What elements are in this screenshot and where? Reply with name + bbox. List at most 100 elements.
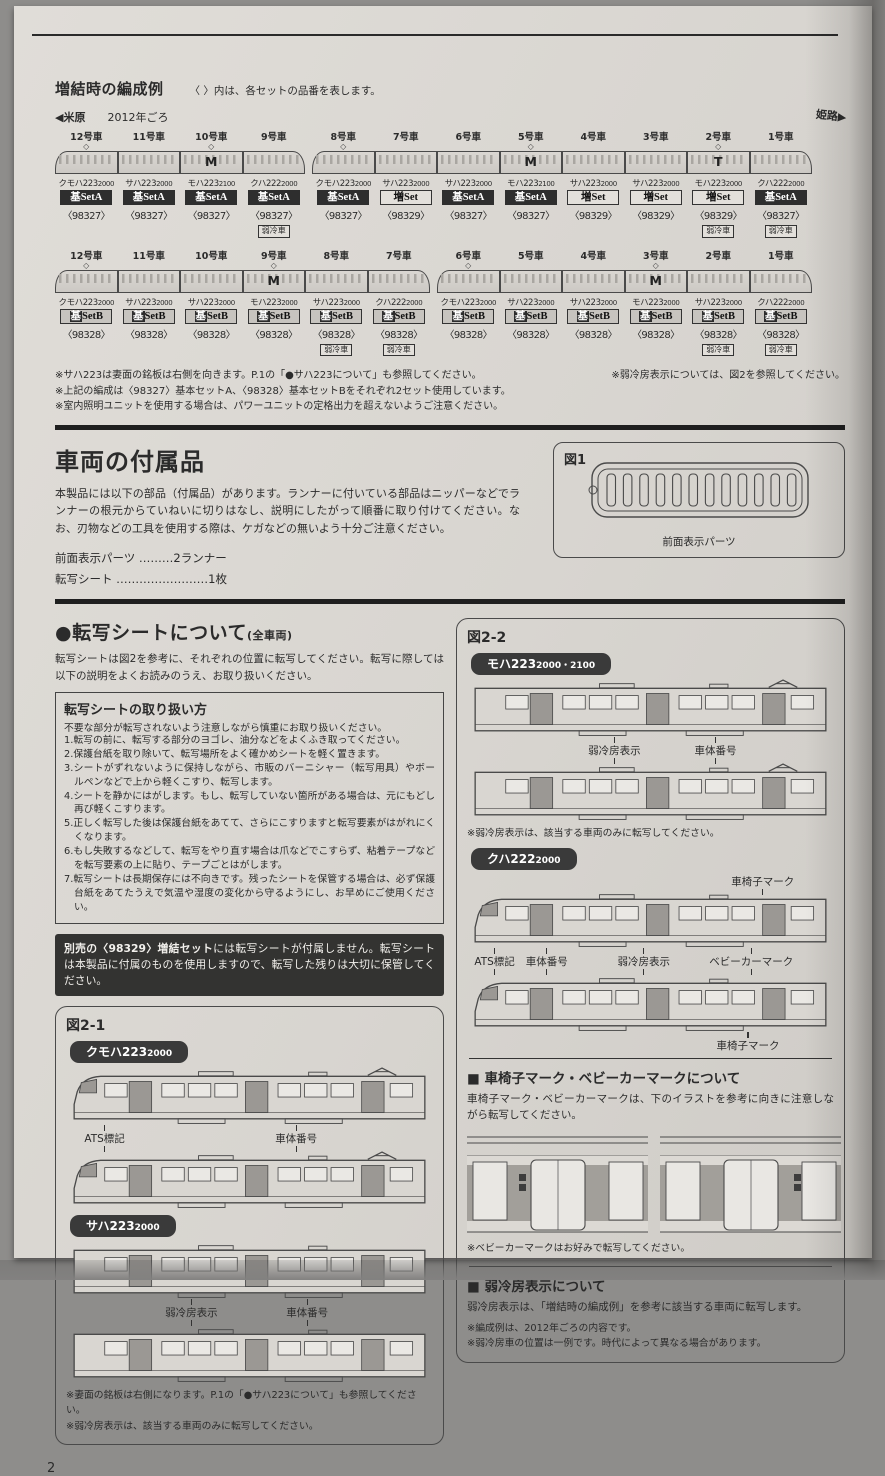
figure-note: ※妻面の銘板は右側になります。P.1の「●サハ223について」も参照してください… (66, 1390, 417, 1416)
car-side-illustration (66, 1151, 433, 1209)
wheelchair-section-body: 車椅子マーク・ベビーカーマークは、下のイラストを参考に向きに注意しながら転写して… (467, 1093, 834, 1122)
car-item-number: 〈98329〉 (694, 211, 743, 223)
car-type-badge: モハ2232000・2100 (471, 653, 612, 676)
weak-cool-badge: 弱冷車 (702, 225, 735, 238)
car-type-label: モハ2232000 (632, 297, 680, 308)
figure-note: ※弱冷房表示は、該当する車両のみに転写してください。 (66, 1420, 319, 1432)
car-body-drawing (55, 151, 118, 174)
sold-separately-notice: 別売の〈98329〉増結セットには転写シートが付属しません。転写シートは本製品に… (55, 933, 444, 997)
page-top-rule (32, 34, 838, 36)
car-set-badge: 基SetB (185, 308, 238, 324)
pantograph-icon: ◇ (465, 260, 472, 270)
motor-trailer-marker: M (267, 272, 280, 288)
car-item-number: 〈98327〉 (62, 211, 111, 223)
car-side-illustration (467, 679, 834, 737)
car-set-badge: 基SetA (754, 190, 807, 206)
car-number-label: 8号車 (330, 132, 357, 143)
formation-era-label: 2012年ごろ (107, 111, 169, 124)
car-item-number: 〈98328〉 (312, 329, 361, 341)
car-type-badge: クハ2222000 (471, 848, 577, 871)
weak-cool-badge: 弱冷車 (382, 343, 415, 357)
car-number-label: 10号車 (195, 250, 228, 262)
car-item-number: 〈98328〉 (374, 329, 423, 341)
formation-car: 7号車 クハ2222000 基SetB 〈98328〉 弱冷車 (367, 248, 430, 357)
wheelchair-section-heading: ■ 車椅子マーク・ベビーカーマークについて (467, 1071, 741, 1088)
car-number-label: 3号車 (642, 250, 669, 262)
car-item-number: 〈98328〉 (444, 329, 493, 341)
car-set-badge: 基SetA (504, 190, 557, 206)
car-set-badge: 基SetB (504, 308, 557, 324)
figure-2-2-box: 図2-2 モハ2232000・2100 弱冷房表示 車体番号 ※弱冷房表示は、該当… (456, 618, 845, 1363)
car-number-label: 6号車 (455, 132, 482, 143)
car-item-number: 〈98327〉 (124, 211, 173, 223)
formation-car: 11号車 サハ2232000 基SetB 〈98328〉 (117, 248, 180, 357)
car-type-label: クモハ2232000 (58, 179, 115, 189)
car-number-label: 9号車 (260, 132, 287, 143)
car-number-label: 5号車 (517, 250, 544, 262)
car-type-label: サハ2232000 (312, 297, 361, 308)
car-number-label: 12号車 (70, 132, 103, 143)
formation-car: 9号車 ◇ M モハ2232000 基SetB 〈98328〉 (242, 248, 305, 357)
car-body-drawing: M (242, 269, 305, 293)
figure-1-box: 図1 前面表示パーツ (553, 441, 845, 558)
figure-callout-row: 弱冷房表示 車体番号 (66, 1299, 433, 1327)
car-body-drawing (180, 269, 243, 293)
car-body-drawing (117, 269, 180, 293)
formation-car: 5号車 サハ2232000 基SetB 〈98328〉 (499, 248, 562, 357)
formation-car: 1号車 クハ2222000 基SetB 〈98328〉 弱冷車 (749, 248, 812, 357)
car-type-label: モハ2232100 (187, 179, 236, 189)
parts-runner-illustration (586, 455, 814, 533)
car-set-badge: 増Set (567, 190, 620, 206)
inner-divider (469, 1058, 832, 1060)
handling-step: 6.もし失敗するなどして、転写をやり直す場合は爪などでこすらず、粘着テープなどを… (64, 846, 435, 872)
formation-diagram-1: 12号車 ◇ クモハ2232000 基SetA 〈98327〉 11号車 サハ2232000… (55, 129, 845, 238)
section-divider-bar (55, 599, 845, 605)
car-body-drawing (374, 151, 437, 174)
car-set-badge: 基SetB (629, 308, 682, 324)
door-illustration-left (467, 1132, 648, 1236)
weak-cool-badge: 弱冷車 (764, 225, 797, 238)
car-number-label: 3号車 (642, 132, 669, 143)
car-item-number: 〈98328〉 (124, 329, 173, 341)
figure-callout-label: 車体番号 (695, 737, 737, 765)
car-number-label: 11号車 (132, 250, 165, 262)
car-body-drawing (305, 269, 368, 293)
figure-callout-label: 車体番号 (286, 1299, 328, 1327)
accessories-item: 前面表示パーツ ………2ランナー (55, 550, 227, 565)
car-item-number: 〈98329〉 (381, 211, 430, 223)
car-set-badge: 基SetB (754, 308, 807, 324)
car-type-label: モハ2232100 (507, 179, 555, 189)
car-set-badge: 基SetB (692, 308, 745, 324)
car-number-label: 10号車 (195, 132, 228, 143)
formation-notes: ※サハ223は妻面の銘板は右側を向きます。P.1の「●サハ223について」も参照… (55, 368, 845, 415)
car-item-number: 〈98327〉 (756, 211, 805, 223)
car-item-number: 〈98329〉 (569, 211, 618, 223)
car-number-label: 5号車 (517, 132, 544, 143)
car-body-drawing (437, 269, 500, 293)
figure-2-1-box: 図2-1 クモハ2232000 ATS標記 車体番号 サハ2232000 弱冷房表… (55, 1006, 444, 1446)
motor-trailer-marker: M (205, 154, 218, 169)
formation-note-line: ※上記の編成は〈98327〉基本セットA、〈98328〉基本セットBをそれぞれ2… (55, 385, 511, 397)
formation-car: 10号車 サハ2232000 基SetB 〈98328〉 (180, 248, 243, 357)
handling-step: 5.正しく転写した後は保護台紙をあてて、さらにこすりますと転写要素がはがれにくく… (64, 818, 435, 844)
car-body-drawing (312, 151, 375, 174)
figure-callout-label: ベビーカーマーク (709, 948, 793, 976)
handling-box-lead: 不要な部分が転写されないよう注意しながら慎重にお取り扱いください。 (64, 722, 388, 734)
car-type-label: モハ2232000 (694, 179, 743, 189)
formation-car: 8号車 サハ2232000 基SetB 〈98328〉 弱冷車 (305, 248, 368, 357)
figure-1-label: 図1 (564, 452, 587, 468)
handling-step: 2.保護台紙を取り除いて、転写場所をよく確かめシートを軽く置きます。 (64, 748, 386, 760)
car-set-badge: 基SetB (60, 308, 113, 324)
handling-box-title: 転写シートの取り扱い方 (64, 702, 208, 718)
car-item-number: 〈98329〉 (631, 211, 680, 223)
formation-car: 9号車 クハ2222000 基SetA 〈98327〉 弱冷車 (242, 129, 305, 238)
formation-car: 6号車 サハ2232000 基SetA 〈98327〉 (437, 129, 500, 238)
car-number-label: 7号車 (385, 250, 412, 262)
car-set-badge: 基SetA (442, 190, 495, 206)
car-side-illustration (467, 974, 834, 1032)
page-bottom-edge (0, 1260, 885, 1280)
car-number-label: 12号車 (70, 250, 103, 262)
car-set-badge: 基SetB (247, 308, 300, 324)
car-item-number: 〈98327〉 (444, 211, 493, 223)
figure-callout-label: 車体番号 (275, 1125, 317, 1153)
